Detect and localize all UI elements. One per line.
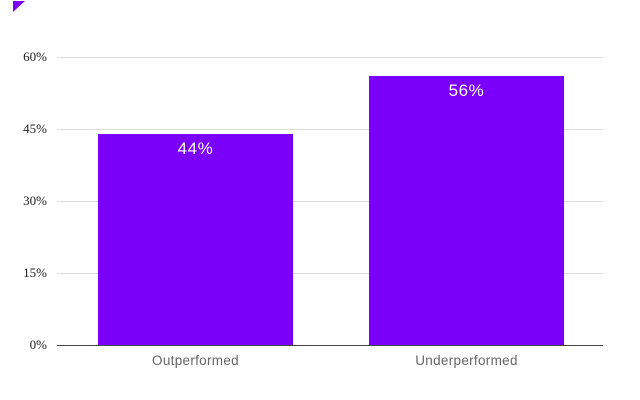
x-category-label-outperformed: Outperformed bbox=[152, 353, 239, 368]
y-axis-tick-label: 15% bbox=[23, 265, 47, 280]
purple-triangle-icon bbox=[13, 1, 25, 12]
gridline-45% bbox=[57, 129, 603, 130]
bar-value-label: 44% bbox=[177, 138, 214, 158]
bar-value-label: 56% bbox=[448, 81, 485, 101]
bar-underperformed: 56% bbox=[369, 76, 564, 345]
gridline-15% bbox=[57, 273, 603, 274]
y-axis-tick-label: 45% bbox=[23, 121, 47, 136]
y-axis-tick-label: 30% bbox=[23, 193, 47, 208]
y-axis-tick-label: 0% bbox=[29, 337, 47, 352]
gridline-30% bbox=[57, 201, 603, 202]
x-axis-baseline bbox=[57, 344, 603, 346]
gridline-60% bbox=[57, 57, 603, 58]
y-axis-tick-label: 60% bbox=[23, 49, 47, 64]
x-category-label-underperformed: Underperformed bbox=[415, 353, 518, 368]
bar-outperformed: 44% bbox=[98, 133, 293, 345]
